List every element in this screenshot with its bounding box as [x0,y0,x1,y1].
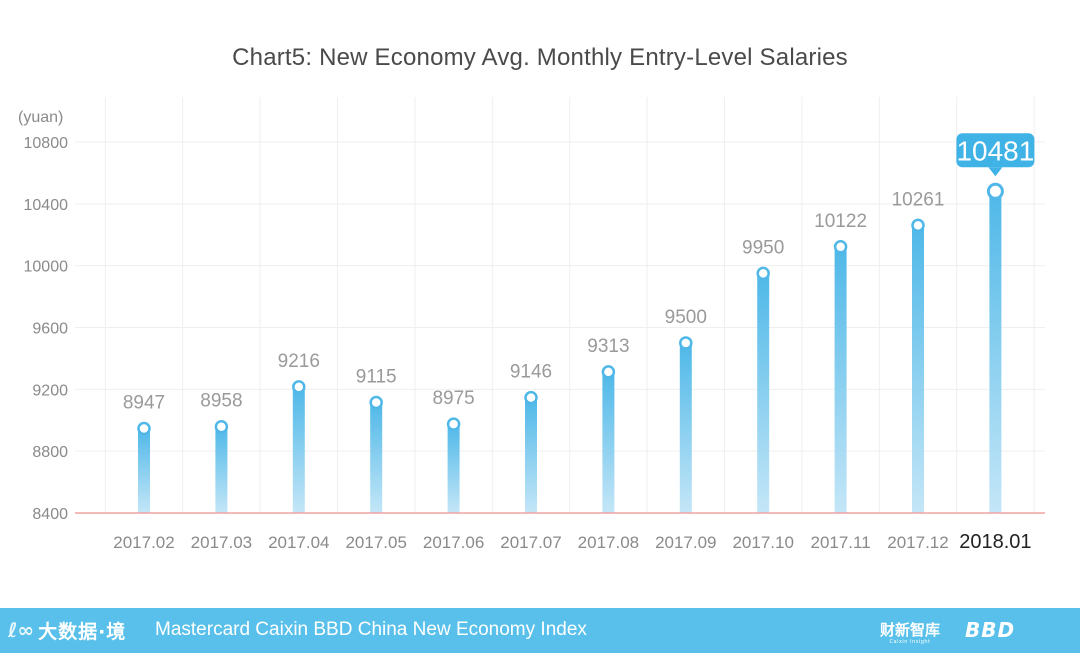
highlight-value-label: 10481 [956,135,1034,166]
bars: 8947 8958 9216 9115 8975 9146 9313 9500 9950 1012… [123,133,1035,514]
value-label: 8947 [123,392,165,413]
chart-title: Chart5: New Economy Avg. Monthly Entry-L… [232,44,848,71]
highlight-bubble [956,133,1035,168]
x-tick-label: 2017.05 [345,533,406,552]
bar [912,225,924,513]
bar-marker [214,419,229,434]
x-tick-label: 2017.04 [268,533,329,552]
bar [138,428,150,513]
bar-marker [986,182,1004,200]
bar-marker [679,336,693,350]
bar [602,371,615,513]
logo-mark-icon: ℓ∞ [8,618,35,642]
value-label: 9313 [587,336,629,357]
y-tick-label: 9200 [32,382,68,399]
bar [757,273,770,513]
bar [370,402,383,513]
x-tick-label: 2017.12 [887,533,948,552]
y-tick-label: 8400 [32,506,68,523]
bar [215,426,228,513]
x-tick-label: 2017.02 [113,533,174,552]
bar-marker [524,390,538,405]
caixin-insight-text: 财新智库 [880,621,941,639]
bar [679,342,692,513]
bar [447,424,460,513]
value-label: 8975 [432,388,474,409]
y-tick-label: 8800 [32,444,68,461]
y-axis-label: (yuan) [18,109,63,126]
footer-title: Mastercard Caixin BBD China New Economy … [155,619,587,640]
footer-bar: ℓ∞ 大数据·境 Mastercard Caixin BBD China New… [0,608,1080,653]
x-tick-label: 2017.03 [191,533,252,552]
bar [834,246,847,513]
grid-lines [75,97,1045,513]
value-label: 10261 [892,189,945,210]
value-label: 9500 [665,307,707,328]
caixin-insight-subtext: Caixin Insight [889,639,931,645]
footer-logo: ℓ∞ 大数据·境 [8,614,126,646]
bar-marker [601,365,616,379]
value-label: 9950 [742,237,784,258]
value-label: 9115 [356,366,397,387]
bar-chart: 8400 8800 9200 9600 10000 10400 10800 (yuan) 8… [18,97,1045,553]
value-label: 10122 [814,211,867,232]
bar-marker [833,240,848,254]
bar-marker [756,266,770,281]
x-tick-label: 2017.09 [655,533,716,552]
y-axis-ticks: 8400 8800 9200 9600 10000 10400 10800 [24,135,69,523]
value-label: 9146 [510,362,552,383]
x-tick-label: 2017.07 [500,533,561,552]
bar [525,397,537,513]
bar-marker [446,417,461,431]
x-tick-label: 2017.11 [810,533,870,552]
highlight-bubble-pointer [988,167,1003,177]
bar [292,386,305,513]
x-tick-label: 2017.10 [732,533,793,552]
y-tick-label: 10800 [24,135,69,152]
bar-marker [911,218,925,233]
bar-marker [137,421,151,436]
x-tick-label: 2017.08 [578,533,639,552]
x-tick-label: 2018.01 [959,531,1031,553]
x-tick-label: 2017.06 [423,533,484,552]
value-label: 9216 [278,351,320,372]
logo-text: 大数据·境 [38,620,127,643]
bar-marker [369,395,383,410]
bar-marker [292,380,306,394]
y-tick-label: 10000 [24,259,69,276]
x-axis-ticks: 2017.02 2017.03 2017.04 2017.05 2017.06 2017.… [113,531,1031,553]
bbd-logo: BBD [965,618,1016,642]
value-label: 8958 [200,391,242,412]
bar [989,191,1002,514]
caixin-insight-logo: 财新智库 Caixin Insight [880,619,940,645]
y-tick-label: 10400 [24,197,69,214]
y-tick-label: 9600 [32,321,68,338]
